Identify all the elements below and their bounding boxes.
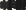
Text: –106: –106: [6, 0, 26, 10]
Text: 116c: 116c: [14, 0, 26, 10]
Bar: [15, 5, 16, 6]
Text: 10: 10: [22, 0, 26, 10]
Bar: [11, 4, 14, 6]
Text: –126a: –126a: [17, 0, 26, 10]
Text: 112: 112: [10, 0, 26, 10]
Bar: [9, 5, 11, 6]
Text: –114: –114: [10, 0, 26, 10]
Text: –108: –108: [6, 0, 26, 10]
Text: –124a: –124a: [16, 0, 26, 10]
Bar: [11, 5, 13, 6]
Text: 116a: 116a: [11, 0, 26, 10]
Bar: [18, 4, 22, 7]
Text: 122: 122: [15, 0, 26, 10]
Text: 116b: 116b: [12, 0, 26, 10]
Text: 104: 104: [4, 0, 26, 10]
Text: 100: 100: [23, 0, 26, 10]
Text: 126 b: 126 b: [19, 0, 26, 10]
Text: 102: 102: [3, 0, 26, 10]
Bar: [6, 5, 7, 6]
